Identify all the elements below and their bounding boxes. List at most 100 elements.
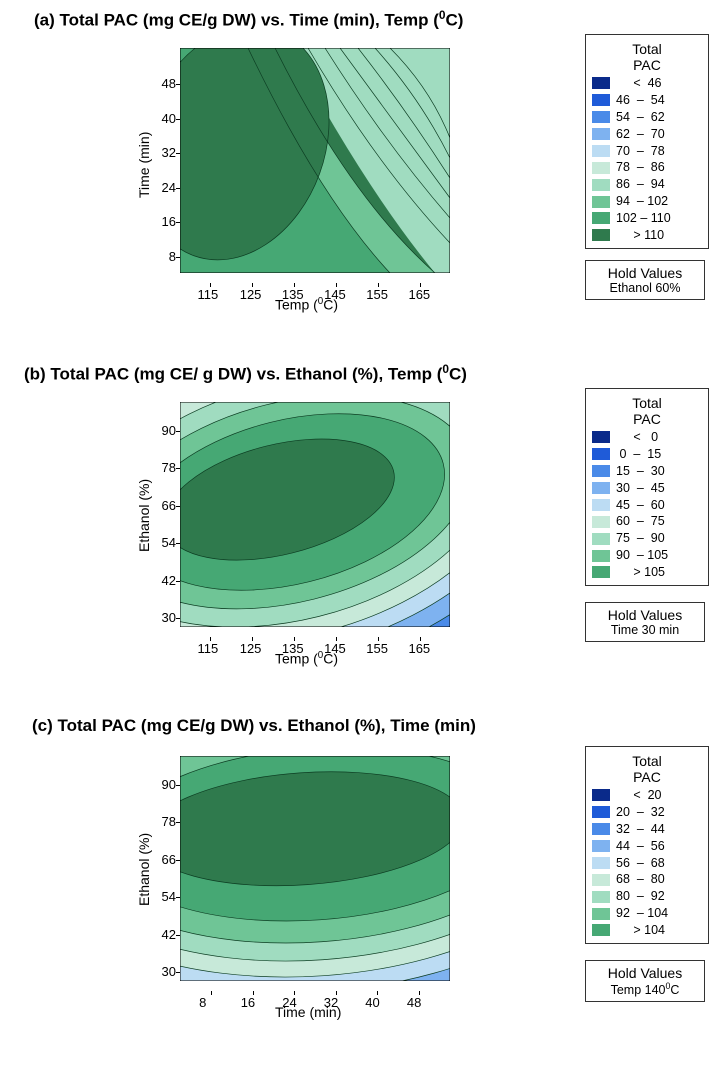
- legend-row: 20 – 32: [592, 804, 702, 821]
- legend-label: < 20: [616, 787, 662, 804]
- legend-swatch: [592, 874, 610, 886]
- panel-b-ylabel: Ethanol (%): [136, 479, 152, 552]
- hold-title: Hold Values: [590, 965, 700, 981]
- legend-swatch: [592, 448, 610, 460]
- legend-label: 44 – 56: [616, 838, 665, 855]
- xtick: 48: [407, 995, 421, 1010]
- xtick: 145: [324, 641, 346, 656]
- legend-row: 46 – 54: [592, 92, 702, 109]
- panel-a-plot: [180, 48, 450, 273]
- legend-label: 78 – 86: [616, 159, 665, 176]
- legend-row: 60 – 75: [592, 513, 702, 530]
- legend-label: 102 – 110: [616, 210, 671, 227]
- legend-row: 32 – 44: [592, 821, 702, 838]
- legend-label: > 104: [616, 922, 665, 939]
- panel-a-svg: [180, 48, 450, 273]
- panel-b-legend: TotalPAC < 0 0 – 1515 – 3030 – 4545 – 60…: [585, 388, 709, 586]
- legend-label: 20 – 32: [616, 804, 665, 821]
- hold-value: Time 30 min: [590, 623, 700, 637]
- xtick: 145: [324, 287, 346, 302]
- legend-label: 56 – 68: [616, 855, 665, 872]
- ytick: 30: [152, 964, 176, 979]
- legend-label: 0 – 15: [616, 446, 661, 463]
- legend-row: 68 – 80: [592, 871, 702, 888]
- legend-swatch: [592, 179, 610, 191]
- legend-label: 30 – 45: [616, 480, 665, 497]
- panel-c-legend-title: TotalPAC: [592, 753, 702, 785]
- xtick: 40: [365, 995, 379, 1010]
- xtick: 165: [408, 641, 430, 656]
- ytick: 54: [152, 535, 176, 550]
- legend-swatch: [592, 111, 610, 123]
- panel-c-plot: [180, 756, 450, 981]
- xtick: 16: [241, 995, 255, 1010]
- legend-row: 94 – 102: [592, 193, 702, 210]
- legend-swatch: [592, 857, 610, 869]
- legend-label: 80 – 92: [616, 888, 665, 905]
- hold-value: Temp 1400C: [590, 981, 700, 997]
- hold-title: Hold Values: [590, 265, 700, 281]
- legend-label: 62 – 70: [616, 126, 665, 143]
- ytick: 32: [152, 145, 176, 160]
- legend-swatch: [592, 499, 610, 511]
- legend-row: < 46: [592, 75, 702, 92]
- legend-swatch: [592, 77, 610, 89]
- ytick: 8: [152, 249, 176, 264]
- ytick: 48: [152, 76, 176, 91]
- ytick: 24: [152, 180, 176, 195]
- legend-label: 15 – 30: [616, 463, 665, 480]
- legend-row: 92 – 104: [592, 905, 702, 922]
- legend-label: < 46: [616, 75, 662, 92]
- legend-row: < 20: [592, 787, 702, 804]
- ytick: 16: [152, 214, 176, 229]
- legend-label: 46 – 54: [616, 92, 665, 109]
- panel-b-hold: Hold Values Time 30 min: [585, 602, 705, 642]
- legend-row: 62 – 70: [592, 126, 702, 143]
- legend-swatch: [592, 908, 610, 920]
- ytick: 66: [152, 498, 176, 513]
- ytick: 78: [152, 814, 176, 829]
- legend-swatch: [592, 806, 610, 818]
- legend-label: < 0: [616, 429, 658, 446]
- legend-row: > 110: [592, 227, 702, 244]
- panel-a-legend-title: TotalPAC: [592, 41, 702, 73]
- panel-b-svg: [180, 402, 450, 627]
- xtick: 135: [282, 641, 304, 656]
- legend-row: 86 – 94: [592, 176, 702, 193]
- legend-swatch: [592, 891, 610, 903]
- panel-b-legend-rows: < 0 0 – 1515 – 3030 – 4545 – 6060 – 7575…: [592, 429, 702, 581]
- legend-row: 45 – 60: [592, 497, 702, 514]
- legend-swatch: [592, 533, 610, 545]
- panel-a-hold: Hold Values Ethanol 60%: [585, 260, 705, 300]
- legend-label: 94 – 102: [616, 193, 668, 210]
- legend-swatch: [592, 465, 610, 477]
- page: { "palette_a": ["#0a2a8a","#1f5bd8","#4a…: [0, 0, 722, 1071]
- legend-swatch: [592, 431, 610, 443]
- xtick: 32: [324, 995, 338, 1010]
- xtick: 8: [199, 995, 206, 1010]
- legend-label: 32 – 44: [616, 821, 665, 838]
- legend-row: > 104: [592, 922, 702, 939]
- xtick: 125: [240, 641, 262, 656]
- xtick: 125: [240, 287, 262, 302]
- legend-swatch: [592, 789, 610, 801]
- xtick: 115: [198, 287, 219, 302]
- legend-row: 80 – 92: [592, 888, 702, 905]
- legend-swatch: [592, 128, 610, 140]
- xtick: 155: [366, 287, 388, 302]
- ytick: 78: [152, 460, 176, 475]
- panel-b-plot: [180, 402, 450, 627]
- ytick: 90: [152, 423, 176, 438]
- legend-swatch: [592, 145, 610, 157]
- legend-row: 0 – 15: [592, 446, 702, 463]
- panel-b-legend-title: TotalPAC: [592, 395, 702, 427]
- legend-label: 92 – 104: [616, 905, 668, 922]
- panel-a: (a) Total PAC (mg CE/g DW) vs. Time (min…: [10, 8, 712, 356]
- legend-row: 54 – 62: [592, 109, 702, 126]
- ytick: 42: [152, 927, 176, 942]
- panel-c: (c) Total PAC (mg CE/g DW) vs. Ethanol (…: [10, 716, 712, 1064]
- legend-row: > 105: [592, 564, 702, 581]
- legend-swatch: [592, 162, 610, 174]
- legend-label: > 105: [616, 564, 665, 581]
- legend-label: 60 – 75: [616, 513, 665, 530]
